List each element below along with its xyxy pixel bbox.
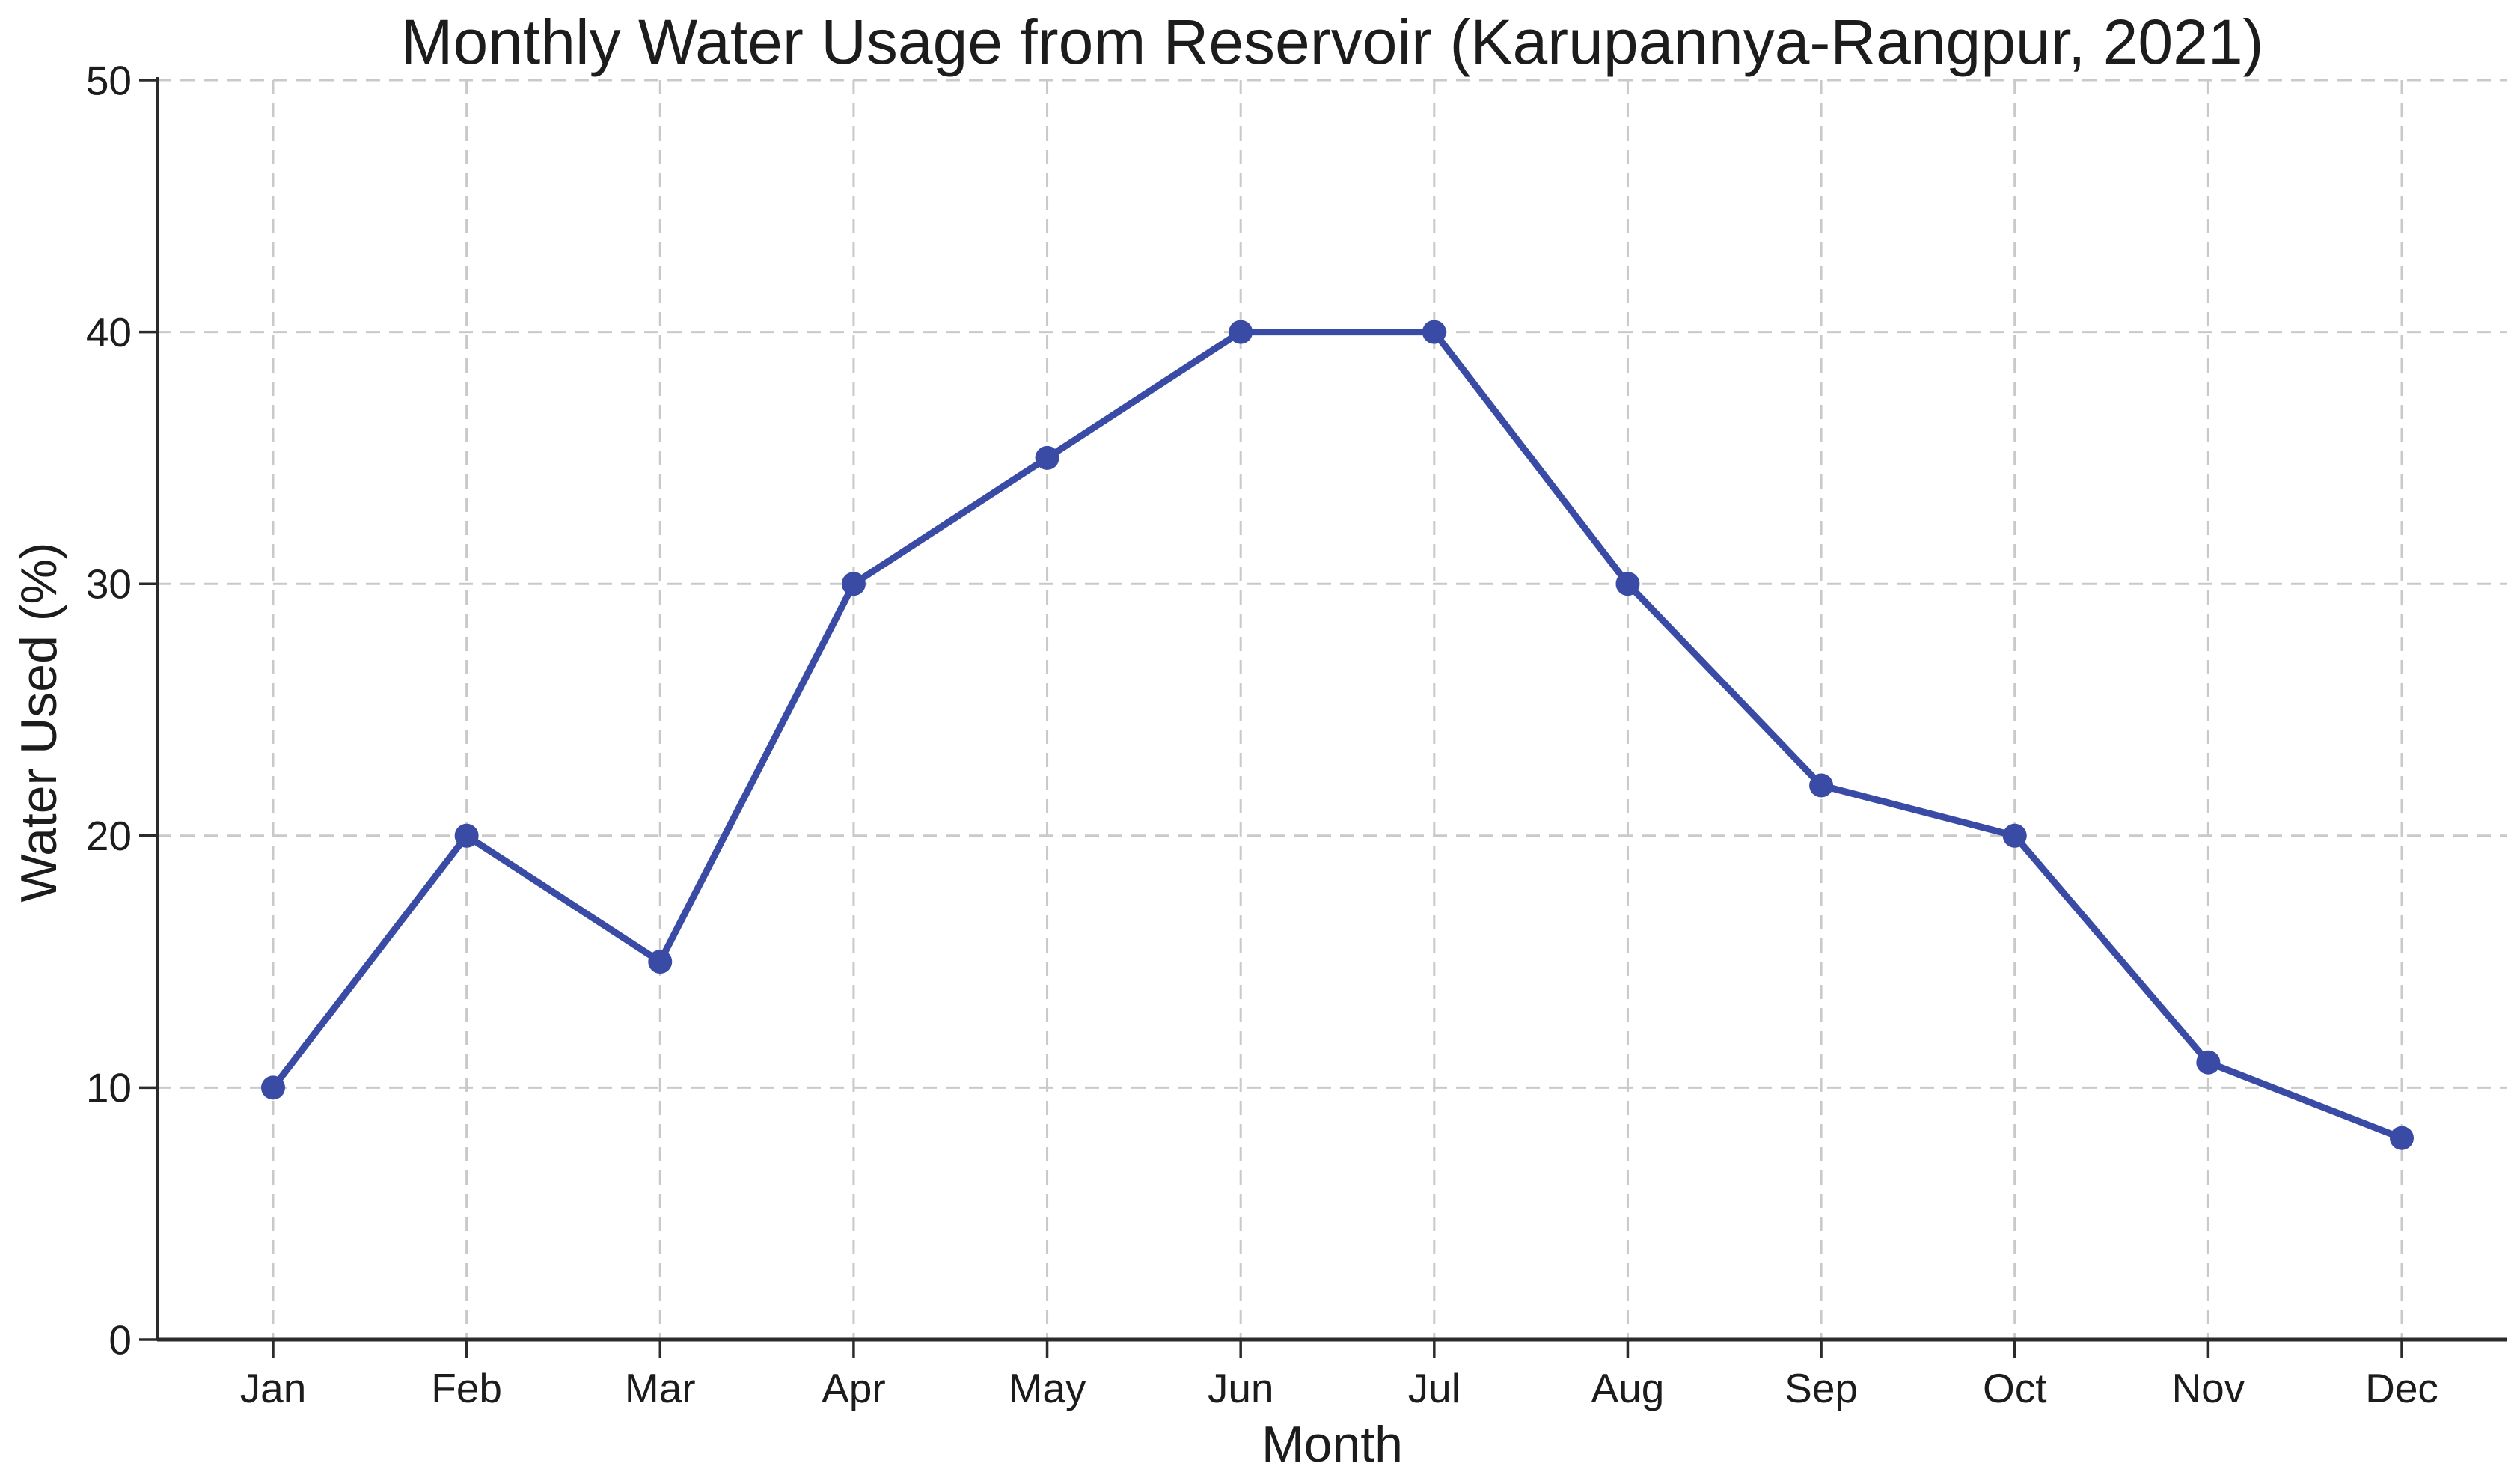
x-tick-label-mar: Mar [625,1365,696,1411]
y-tick-label-30: 30 [86,561,132,607]
data-point-sep [1809,773,1834,798]
x-tick-label-jul: Jul [1408,1365,1461,1411]
data-point-may [1035,445,1059,470]
x-tick-label-apr: Apr [822,1365,886,1411]
y-tick-label-50: 50 [86,57,132,103]
x-tick-label-nov: Nov [2171,1365,2245,1411]
tick-marks [139,79,2403,1358]
axes-spines [156,77,2507,1342]
vertical-gridlines [272,80,2403,1340]
data-point-jan [261,1075,285,1100]
data-point-aug [1615,572,1640,596]
chart-title: Monthly Water Usage from Reservoir (Karu… [400,7,2264,77]
x-axis-label: Month [1261,1416,1403,1473]
data-line [269,329,2406,1142]
data-point-nov [2196,1050,2221,1075]
data-point-dec [2390,1126,2414,1150]
data-series [261,320,2414,1150]
x-tick-label-feb: Feb [431,1365,502,1411]
y-tick-label-20: 20 [86,813,132,859]
x-tick-label-aug: Aug [1591,1365,1665,1411]
x-tick-label-jan: Jan [240,1365,307,1411]
horizontal-gridlines [157,79,2507,1341]
x-tick-labels: Jan Feb Mar Apr May Jun Jul Aug Sep Oct Nov Dec [240,1365,2438,1411]
data-point-jul [1422,320,1446,344]
y-tick-label-40: 40 [86,309,132,355]
data-point-oct [2002,823,2027,848]
data-point-jun [1229,320,1253,344]
x-tick-label-oct: Oct [1983,1365,2047,1411]
data-point-feb [454,823,479,848]
x-tick-label-dec: Dec [2365,1365,2438,1411]
x-tick-label-sep: Sep [1785,1365,1858,1411]
data-point-apr [841,572,866,596]
x-tick-label-may: May [1009,1365,1086,1411]
data-point-mar [648,950,673,974]
y-tick-labels: 0 10 20 30 40 50 [86,57,132,1363]
y-tick-label-0: 0 [108,1316,132,1363]
y-tick-label-10: 10 [86,1065,132,1111]
x-tick-label-jun: Jun [1208,1365,1274,1411]
